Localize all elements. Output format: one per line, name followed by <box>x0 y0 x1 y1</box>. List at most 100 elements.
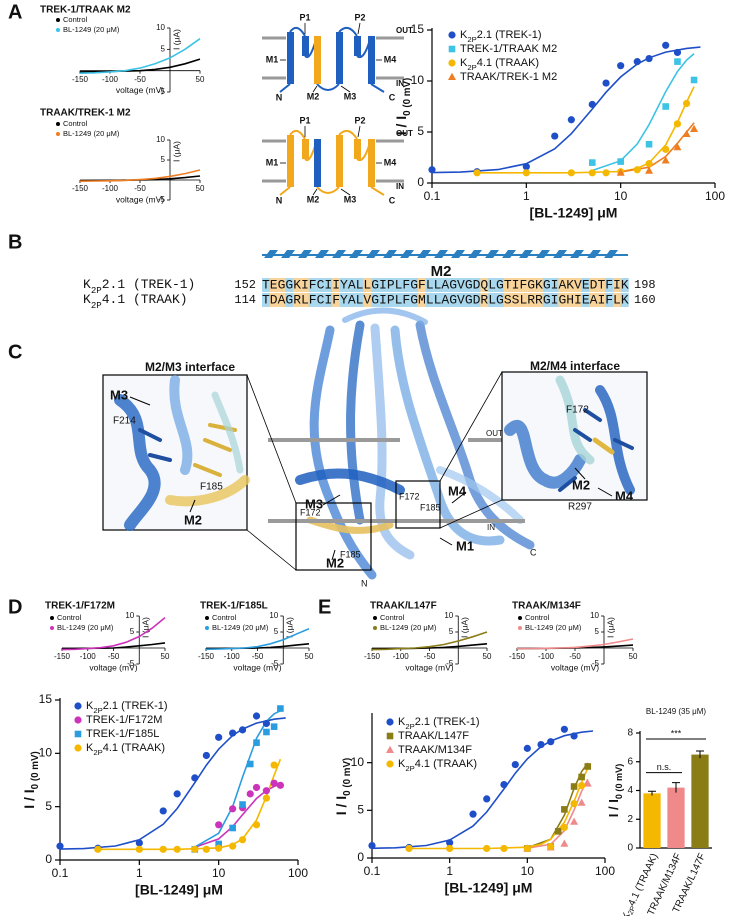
residue-highlight <box>433 278 442 292</box>
residue-highlight <box>449 278 458 292</box>
panel-label: B <box>8 231 22 253</box>
residue-highlight <box>464 278 473 292</box>
legend-label: K2P4.1 (TRAAK) <box>460 57 539 72</box>
marker-circle <box>578 781 586 790</box>
y-tick-label: 8 <box>627 728 633 739</box>
iv-curve <box>371 631 488 651</box>
chart-title: TRAAK/L147F <box>370 601 437 612</box>
helix-turn <box>383 250 397 258</box>
y-axis-label: I / I0 (0 mV) <box>21 751 41 809</box>
x-axis-label: [BL-1249] μM <box>530 205 618 221</box>
x-tick-label: 10 <box>212 866 226 880</box>
terminus-label: C <box>530 547 537 557</box>
y-tick-label: 10 <box>351 755 365 769</box>
y-tick-label: 10 <box>269 611 278 620</box>
y-tick-label: 15 <box>39 692 53 706</box>
residue-highlight <box>363 293 372 307</box>
residue-highlight <box>535 293 543 307</box>
topology-label: M1 <box>266 157 279 167</box>
residue-highlight <box>581 293 590 307</box>
y-tick-label: -5 <box>271 659 279 668</box>
marker-square <box>448 45 456 53</box>
marker-square <box>253 739 260 746</box>
label-arrow <box>357 125 361 138</box>
legend-label: Control <box>380 613 405 622</box>
y-axis-label: I / I0 (0 mV) <box>333 758 353 816</box>
significance-label: *** <box>671 728 682 738</box>
marker-square <box>588 159 596 166</box>
x-tick-label: -50 <box>252 652 264 661</box>
residue-highlight <box>332 278 341 292</box>
residue-highlight <box>589 278 598 292</box>
inset-title: M2/M4 interface <box>530 359 620 373</box>
marker-circle <box>238 836 247 844</box>
y-tick-label: -5 <box>446 659 454 668</box>
residue-label: F172 <box>399 491 420 501</box>
panel-label: E <box>318 596 331 618</box>
marker-circle <box>570 800 578 808</box>
panel-labels: A B C D E <box>8 1 331 618</box>
helix <box>354 36 361 56</box>
residue-highlight <box>558 293 567 307</box>
legend-label: Control <box>57 613 82 622</box>
helix <box>302 36 309 56</box>
marker-circle <box>500 780 508 789</box>
residue-highlight <box>519 278 528 292</box>
legend-dot <box>205 626 209 630</box>
helix-label: M4 <box>448 483 467 498</box>
residue-highlight <box>425 293 434 307</box>
iv-curve <box>79 169 201 182</box>
y-axis-label: I (μA) <box>171 141 181 162</box>
residue-highlight <box>613 278 621 292</box>
residue-highlight <box>597 278 606 292</box>
marker-circle <box>191 774 199 782</box>
x-tick-label: 1 <box>523 189 530 203</box>
bar <box>643 793 661 848</box>
legend-dot <box>56 28 60 32</box>
sequence-end: 198 <box>634 278 656 292</box>
y-tick-label: 6 <box>627 756 633 767</box>
fit-curve <box>431 46 701 174</box>
marker-circle <box>662 41 670 49</box>
marker-circle <box>94 845 102 853</box>
x-tick-label: -150 <box>198 652 215 661</box>
helix-turn <box>298 250 312 258</box>
fit-curve <box>59 717 286 850</box>
y-tick-label: 0 <box>627 843 633 854</box>
marker-circle <box>567 116 575 124</box>
residue-highlight <box>488 293 497 307</box>
marker-circle <box>270 761 278 769</box>
topology-label: IN <box>396 182 404 191</box>
helix-turn <box>604 250 618 258</box>
legend-dot <box>50 626 54 630</box>
error-bar <box>672 782 680 793</box>
marker-circle <box>448 59 456 67</box>
legend-dot <box>373 616 377 620</box>
residue-highlight <box>269 293 278 307</box>
residue-highlight <box>457 278 465 292</box>
error-bar <box>696 750 704 759</box>
helix-label: M3 <box>110 387 128 402</box>
residue-highlight <box>589 293 598 307</box>
x-tick-label: 50 <box>629 652 638 661</box>
marker-circle <box>202 845 210 853</box>
y-axis-label: I / I0 (0 mV) <box>606 764 624 817</box>
residue-highlight <box>488 278 497 292</box>
marker-square <box>690 76 698 84</box>
residue-highlight <box>620 278 629 292</box>
inset-left-cartoon <box>114 375 250 531</box>
topology-label: M3 <box>344 91 357 101</box>
residue-highlight <box>324 278 333 292</box>
marker-circle <box>215 821 223 829</box>
iv-curve <box>205 628 310 651</box>
y-axis-label: I (μA) <box>460 617 470 638</box>
residue-highlight <box>472 278 481 292</box>
topology-label: IN <box>396 79 404 88</box>
protein-cartoon <box>295 307 535 580</box>
helix-turn <box>417 250 431 258</box>
helix-turn <box>519 250 533 258</box>
marker-circle <box>159 807 167 815</box>
topology-label: C <box>389 195 396 205</box>
y-tick-label: 5 <box>449 627 454 636</box>
